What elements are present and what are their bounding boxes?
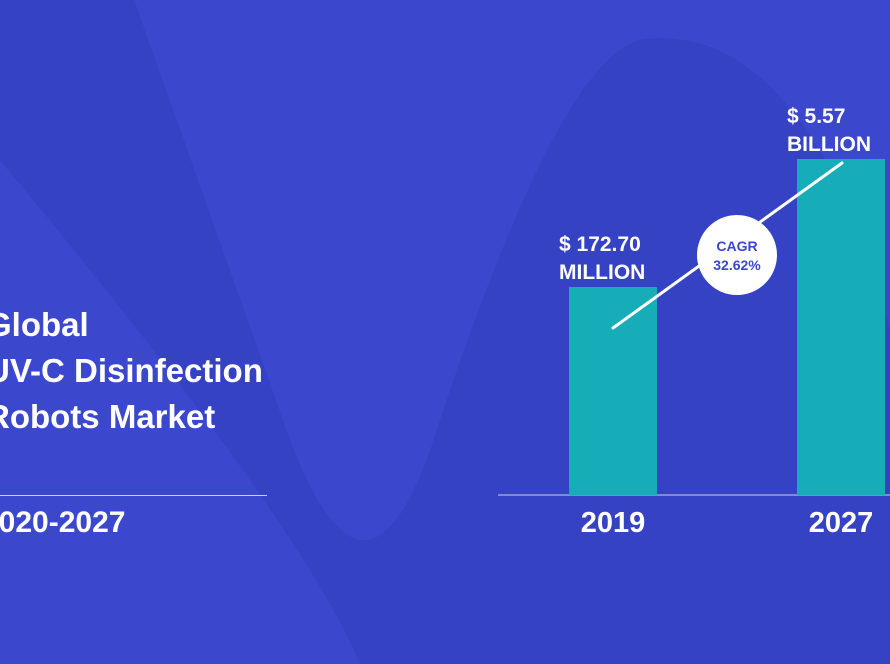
value-label-2027-line-1: $ 5.57: [787, 105, 845, 128]
x-tick-label-2027: 2027: [809, 507, 874, 539]
bar-2027: [797, 159, 885, 495]
value-label-2019-line-2: MILLION: [559, 261, 645, 284]
cagr-badge: CAGR 32.62%: [697, 215, 777, 295]
title-line-3: Robots Market: [0, 398, 216, 435]
cagr-label: CAGR: [716, 238, 757, 254]
value-label-2027-line-2: BILLION: [787, 133, 871, 156]
value-label-2019-line-1: $ 172.70: [559, 233, 641, 256]
forecast-period: 2020-2027: [0, 506, 126, 539]
chart-title: Global UV-C Disinfection Robots Market: [0, 302, 263, 440]
bar-2019: [569, 287, 657, 495]
x-tick-label-2019: 2019: [581, 507, 646, 539]
title-divider: [0, 495, 267, 496]
cagr-value: 32.62%: [713, 257, 761, 273]
title-line-2: UV-C Disinfection: [0, 352, 263, 389]
cagr-badge-circle: [697, 215, 777, 295]
title-line-1: Global: [0, 306, 89, 343]
